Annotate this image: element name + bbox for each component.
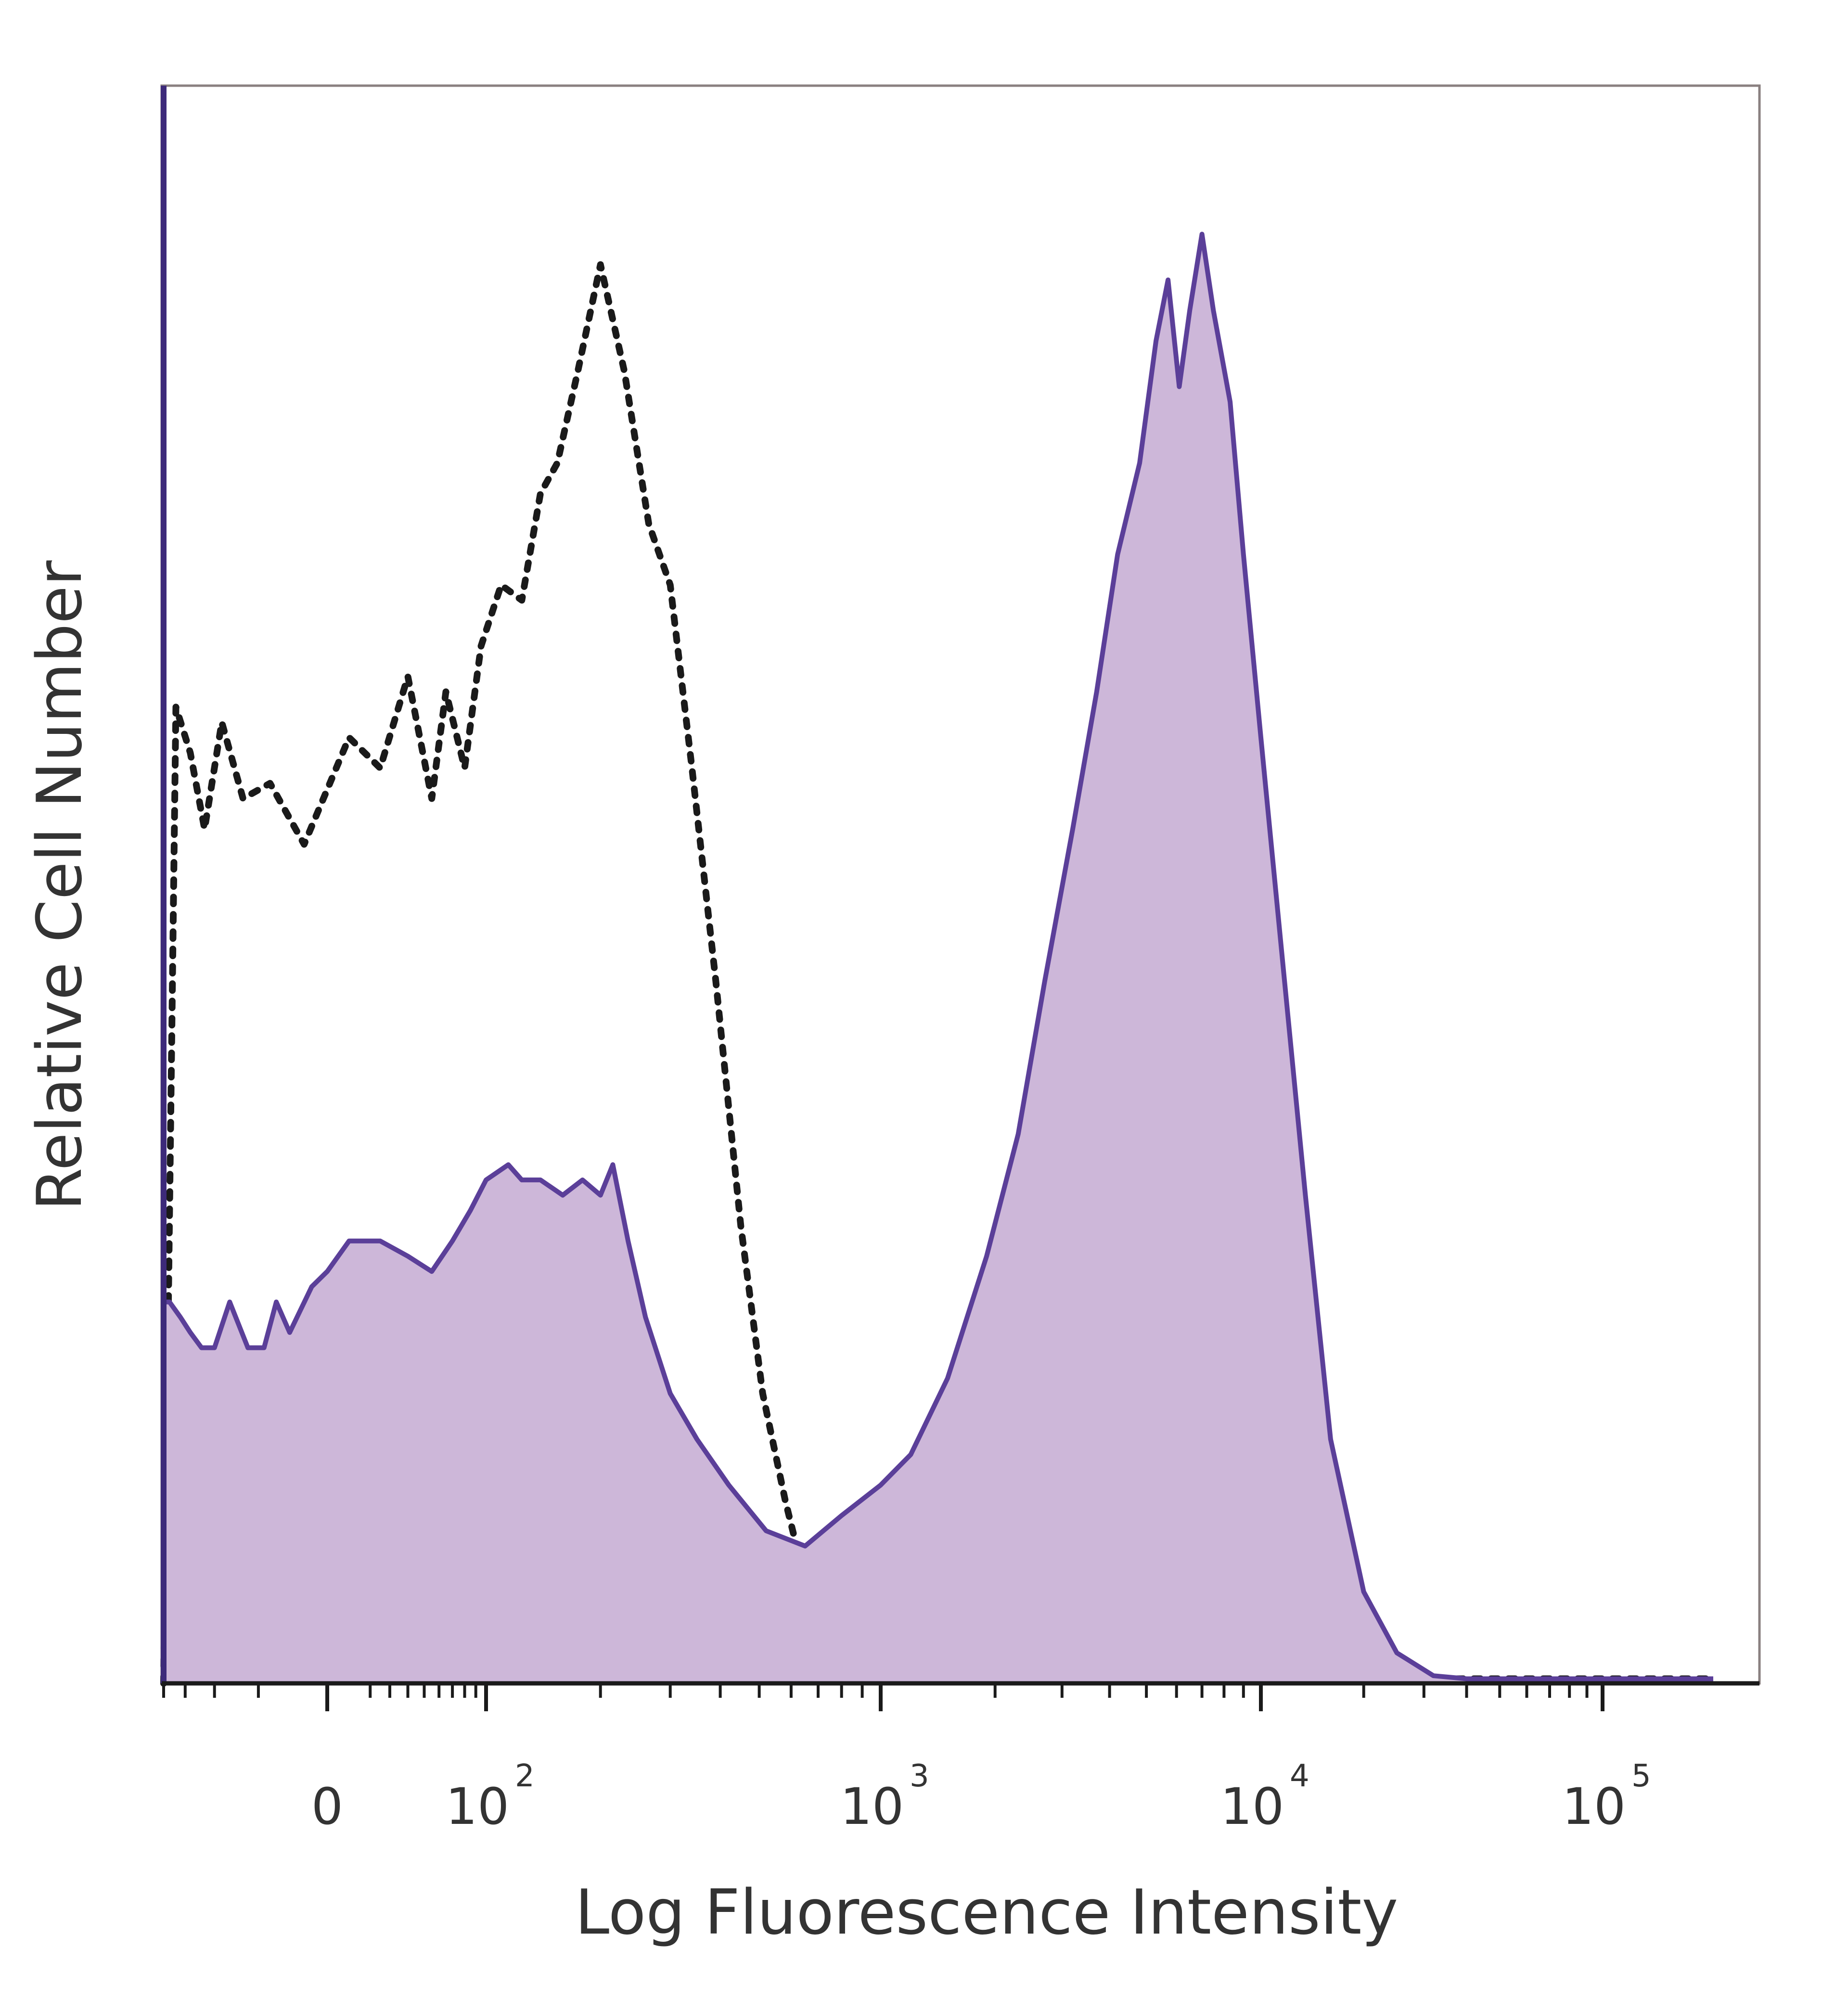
x-tick-label-exponent: 2 bbox=[515, 1758, 535, 1794]
x-tick-label: 0 bbox=[311, 1777, 343, 1836]
x-tick-label: 10 bbox=[446, 1777, 509, 1836]
x-axis-title: Log Fluorescence Intensity bbox=[575, 1877, 1398, 1949]
x-tick-label-exponent: 4 bbox=[1290, 1758, 1309, 1794]
x-tick-label: 10 bbox=[1220, 1777, 1284, 1836]
y-axis-title: Relative Cell Number bbox=[24, 560, 96, 1210]
x-tick-label-exponent: 3 bbox=[910, 1758, 929, 1794]
stained-histogram-line bbox=[164, 231, 1713, 1681]
x-tick-label: 10 bbox=[1562, 1777, 1626, 1836]
stained-histogram-fill bbox=[164, 234, 1713, 1683]
x-tick-label-exponent: 5 bbox=[1631, 1758, 1651, 1794]
series-layer bbox=[160, 231, 1717, 1687]
x-tick-label: 10 bbox=[840, 1777, 904, 1836]
